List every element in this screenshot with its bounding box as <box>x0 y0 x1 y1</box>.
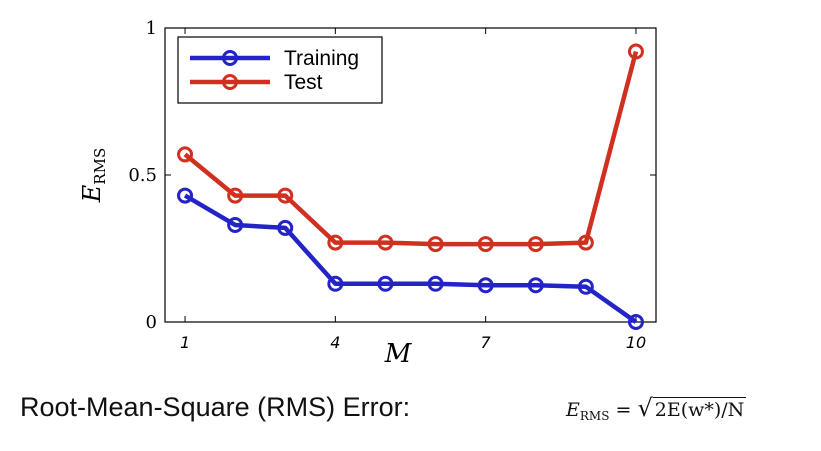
series-test-point <box>277 187 294 204</box>
y-axis-title: ERMS <box>78 148 109 203</box>
legend-marker-training <box>222 50 238 66</box>
series-training-point <box>227 216 244 233</box>
series-training <box>177 187 644 330</box>
formula-lhs: E <box>566 399 580 421</box>
axis-ticks: 0 0.5 1 1 4 7 10 <box>128 18 656 352</box>
formula-sqrt: √ <box>637 394 653 422</box>
series-training-line <box>183 193 638 324</box>
legend-label-training: Training <box>284 47 359 70</box>
legend-label-test: Test <box>284 71 323 94</box>
series-test-point <box>477 236 494 253</box>
series-training-point <box>327 275 344 292</box>
x-tick-label: 7 <box>481 333 492 352</box>
x-tick-label: 10 <box>626 333 646 352</box>
series-training-point <box>477 277 494 294</box>
x-tick-label: 1 <box>180 333 190 352</box>
series-test-point <box>527 236 544 253</box>
series-training-point <box>427 275 444 292</box>
series-test-point <box>227 187 244 204</box>
series-test-point <box>577 234 594 251</box>
svg-text:ERMS: ERMS <box>78 148 109 203</box>
series-layer <box>177 43 644 330</box>
rms-formula: ERMS = √ 2E(w*)/N <box>566 394 747 423</box>
series-test <box>177 43 644 253</box>
formula-radicand: 2E(w*)/N <box>652 397 747 421</box>
series-training-point <box>377 275 394 292</box>
series-test-point <box>427 236 444 253</box>
y-tick-label: 0 <box>146 312 157 333</box>
legend-marker-test <box>222 74 238 90</box>
series-training-point <box>577 278 594 295</box>
series-training-point <box>277 219 294 236</box>
y-tick-label: 0.5 <box>128 165 157 186</box>
formula-lhs-sub: RMS <box>579 409 610 423</box>
series-training-point <box>527 277 544 294</box>
series-test-point <box>327 234 344 251</box>
series-training-point <box>627 314 644 330</box>
series-test-point <box>627 43 644 60</box>
legend-box <box>177 36 383 104</box>
series-test-line <box>183 50 639 247</box>
series-test-point <box>177 146 194 163</box>
y-axis-title-main: E <box>78 184 106 203</box>
y-axis-title-sub: RMS <box>91 148 109 185</box>
x-tick-label: 4 <box>330 333 340 352</box>
caption: Root-Mean-Square (RMS) Error: <box>20 392 411 422</box>
legend-entry-test: Test <box>190 71 323 94</box>
formula-equals: = <box>615 399 632 421</box>
series-test-point <box>377 234 394 251</box>
y-tick-label: 1 <box>146 18 157 39</box>
series-training-point <box>177 187 194 204</box>
legend-entry-training: Training <box>190 47 359 70</box>
x-axis-title: M <box>384 339 413 369</box>
